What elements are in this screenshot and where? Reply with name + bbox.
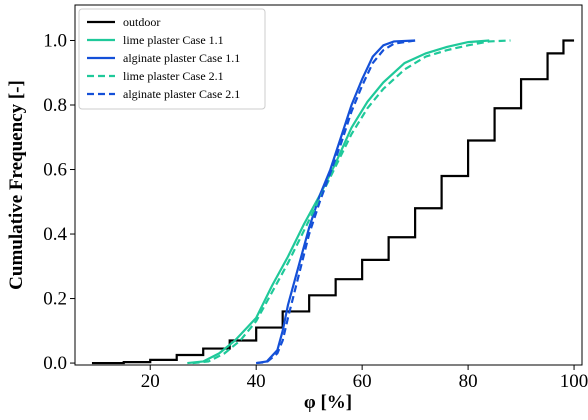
x-axis-label: φ [%] <box>304 392 352 413</box>
series-line <box>256 39 416 365</box>
legend-box <box>78 8 266 110</box>
x-tick-label: 20 <box>141 371 160 392</box>
x-tick-label: 60 <box>353 371 372 392</box>
legend-label: outdoor <box>123 15 160 29</box>
x-tick-label: 80 <box>459 371 478 392</box>
plot-frame <box>74 4 583 366</box>
legend-label: lime plaster Case 2.1 <box>123 69 224 83</box>
series-line <box>187 39 490 365</box>
series-line <box>91 39 575 365</box>
legend-label: lime plaster Case 1.1 <box>123 33 224 47</box>
y-tick-label: 0.4 <box>43 224 67 245</box>
legend-label: alginate plaster Case 1.1 <box>123 51 240 65</box>
x-tick-label: 40 <box>247 371 266 392</box>
series-line <box>192 39 511 365</box>
legend-label: alginate plaster Case 2.1 <box>123 87 240 101</box>
series-line <box>256 39 416 365</box>
y-tick-label: 0.8 <box>43 95 67 116</box>
y-tick-label: 0.0 <box>43 353 67 374</box>
y-tick-label: 1.0 <box>43 30 67 51</box>
y-tick-label: 0.6 <box>43 160 67 181</box>
y-tick-label: 0.2 <box>43 289 67 310</box>
y-axis-label: Cumulative Frequency [-] <box>6 80 27 290</box>
x-tick-label: 100 <box>560 371 588 392</box>
